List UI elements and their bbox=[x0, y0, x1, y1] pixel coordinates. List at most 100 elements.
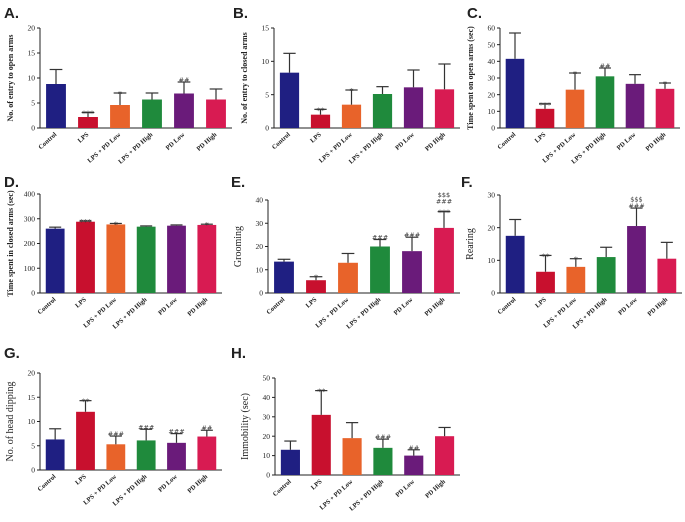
y-tick-label: 0 bbox=[491, 124, 495, 133]
bar-f-2 bbox=[536, 271, 555, 293]
significance-star: * bbox=[118, 90, 122, 99]
significance-star: * bbox=[114, 220, 118, 229]
y-tick-label: 40 bbox=[488, 57, 496, 66]
category-label: LPS bbox=[74, 296, 88, 310]
significance-star: * bbox=[205, 221, 209, 230]
y-tick-label: 20 bbox=[263, 432, 271, 441]
significance-star: ** bbox=[82, 398, 90, 407]
y-tick-label: 10 bbox=[262, 57, 270, 66]
bar-a-4 bbox=[142, 99, 162, 128]
significance-star: ** bbox=[317, 388, 325, 397]
panel-d: D.Time spent in closed arms (sec) 0 100 200… bbox=[4, 174, 222, 331]
bar-c-1 bbox=[505, 58, 525, 129]
bar-e-4 bbox=[370, 246, 390, 293]
bar-a-6 bbox=[206, 99, 226, 128]
category-label: PD High bbox=[186, 473, 209, 495]
y-tick-label: 0 bbox=[259, 289, 263, 298]
bar-a-5 bbox=[174, 93, 194, 128]
y-tick-label: 400 bbox=[24, 190, 36, 199]
category-label: Control bbox=[37, 296, 58, 316]
category-label: Control bbox=[37, 131, 58, 151]
y-tick-label: 20 bbox=[28, 369, 36, 378]
y-tick-label: 10 bbox=[263, 451, 271, 460]
y-tick-label: 0 bbox=[31, 466, 35, 475]
y-axis-title: No. of head dipping bbox=[5, 382, 16, 462]
category-label: LPS + PD High bbox=[117, 131, 154, 166]
y-tick-label: 50 bbox=[488, 40, 496, 49]
bar-g-1 bbox=[45, 439, 65, 470]
panel-b: B. No. of entry to closed arms 0 5 10 15 Contr… bbox=[233, 5, 460, 166]
bar-h-6 bbox=[435, 436, 455, 475]
bar-h-4 bbox=[373, 447, 393, 475]
bar-e-3 bbox=[338, 262, 358, 293]
bar-e-1 bbox=[274, 261, 294, 293]
y-tick-label: 30 bbox=[488, 191, 496, 200]
y-axis-title: Grooming bbox=[233, 226, 244, 267]
bar-e-6 bbox=[434, 227, 454, 293]
significance-star: * bbox=[663, 80, 667, 89]
significance-hash: ### bbox=[138, 423, 154, 431]
y-tick-label: 10 bbox=[28, 74, 36, 83]
category-label: PD Low bbox=[393, 296, 415, 317]
category-label: PD Low bbox=[394, 478, 416, 499]
bar-b-6 bbox=[434, 89, 455, 128]
bar-b-4 bbox=[372, 94, 393, 128]
y-axis-title: Immobility (sec) bbox=[240, 393, 251, 460]
y-tick-label: 100 bbox=[24, 264, 36, 273]
y-tick-label: 40 bbox=[256, 196, 264, 205]
bar-h-3 bbox=[342, 438, 362, 475]
category-label: PD Low bbox=[157, 473, 179, 494]
bar-g-6 bbox=[197, 436, 217, 470]
category-label: Control bbox=[497, 296, 518, 316]
significance-dollar: $$$ bbox=[438, 191, 450, 199]
bar-f-3 bbox=[566, 266, 586, 293]
bar-c-2 bbox=[535, 108, 555, 128]
category-label: LPS bbox=[309, 131, 323, 145]
y-tick-label: 20 bbox=[256, 242, 264, 251]
category-label: PD High bbox=[186, 296, 209, 318]
bar-g-5 bbox=[167, 442, 186, 470]
bar-c-3 bbox=[565, 89, 585, 128]
category-label: PD High bbox=[645, 131, 668, 153]
category-label: PD Low bbox=[165, 131, 187, 152]
category-label: Control bbox=[271, 131, 292, 151]
category-label: Control bbox=[37, 473, 58, 493]
y-tick-label: 0 bbox=[31, 289, 35, 298]
category-label: LPS + PD High bbox=[345, 296, 382, 331]
significance-star: ** bbox=[317, 106, 325, 115]
bar-d-2 bbox=[76, 221, 95, 293]
bar-a-2 bbox=[78, 117, 98, 128]
bar-b-1 bbox=[279, 72, 300, 128]
panel-letter: C. bbox=[467, 5, 482, 22]
significance-hash: ## bbox=[408, 444, 419, 452]
bar-d-4 bbox=[136, 226, 156, 293]
category-label: PD High bbox=[646, 296, 669, 318]
y-tick-label: 5 bbox=[265, 90, 269, 99]
significance-hash: ### bbox=[108, 430, 124, 438]
bar-c-5 bbox=[625, 83, 645, 128]
category-label: LPS bbox=[534, 296, 548, 310]
significance-hash: ## bbox=[600, 62, 611, 70]
significance-hash: ## bbox=[201, 424, 212, 432]
bar-g-2 bbox=[76, 411, 95, 470]
y-tick-label: 0 bbox=[266, 471, 270, 480]
y-tick-label: 20 bbox=[488, 223, 496, 232]
significance-star: *** bbox=[80, 218, 92, 227]
significance-star: ** bbox=[542, 252, 550, 261]
category-label: PD Low bbox=[394, 131, 416, 152]
panel-c: C. Time spent on open arms (sec) 0 10 20 30 40… bbox=[466, 5, 680, 166]
significance-hash: ### bbox=[628, 202, 644, 210]
category-label: LPS bbox=[74, 473, 88, 487]
bar-g-3 bbox=[106, 444, 126, 470]
bar-e-2 bbox=[306, 280, 326, 293]
bar-f-1 bbox=[505, 235, 525, 293]
bar-e-5 bbox=[402, 251, 422, 293]
y-tick-label: 30 bbox=[263, 412, 271, 421]
significance-hash: ### bbox=[168, 428, 184, 436]
y-tick-label: 20 bbox=[28, 24, 36, 33]
bar-f-4 bbox=[596, 257, 616, 293]
y-tick-label: 15 bbox=[28, 49, 36, 58]
y-axis-title: Rearing bbox=[465, 228, 476, 260]
